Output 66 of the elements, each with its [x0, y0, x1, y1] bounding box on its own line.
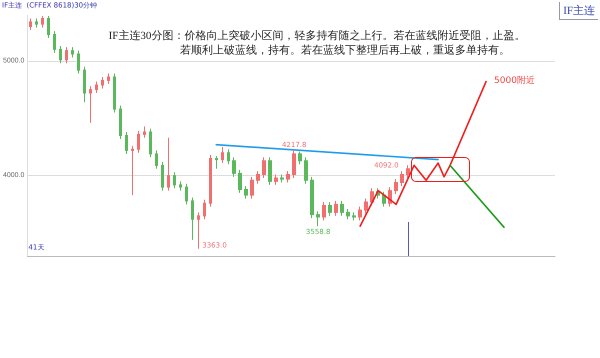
candlestick: [191, 196, 194, 240]
candlestick: [221, 146, 224, 164]
candlestick: [65, 46, 68, 64]
candlestick: [101, 76, 104, 89]
candlestick: [113, 73, 116, 114]
candlestick: [161, 161, 164, 192]
candlestick: [131, 145, 134, 196]
candlestick: [406, 164, 410, 178]
text: IF主连: [559, 2, 598, 20]
candlestick: [262, 156, 266, 178]
candlestick: [29, 18, 32, 30]
candlestick: [292, 150, 296, 178]
candlestick: [71, 46, 74, 58]
candlestick: [286, 170, 290, 184]
candlestick: [238, 169, 242, 194]
candlestick: [143, 126, 146, 138]
candlestick: [352, 212, 356, 221]
candlestick: [77, 50, 80, 74]
candlestick: [197, 212, 200, 250]
candlestick: [400, 170, 404, 186]
candlestick: [227, 148, 230, 165]
annotation: 5000附近: [494, 75, 535, 86]
candlestick: [358, 206, 362, 221]
candlestick: [125, 132, 128, 154]
candlestick: [256, 170, 260, 184]
candlestick: [244, 185, 248, 200]
candlestick: [179, 180, 182, 192]
candlestick: [215, 156, 218, 170]
candlestick: [304, 156, 308, 184]
candlestick: [203, 199, 206, 220]
candlestick: [382, 191, 386, 208]
candlestick: [107, 73, 110, 84]
candlestick: [394, 178, 398, 195]
candlestick: [209, 154, 212, 208]
candlestick: [232, 156, 236, 178]
candlestick: [268, 156, 272, 186]
candlestick: [328, 202, 332, 216]
candlestick: [119, 105, 122, 140]
candlestick: [346, 208, 350, 220]
candlestick: [340, 200, 344, 216]
candlestick: [173, 172, 176, 189]
candlestick: [137, 130, 140, 154]
candlestick: [250, 176, 254, 200]
candlestick: [185, 183, 188, 205]
candlestick: [280, 174, 284, 184]
candlestick: [274, 174, 278, 186]
candlestick: [53, 30, 56, 54]
text: 若顺利上破蓝线，持有。若在蓝线下整理后再上破，重返多单持有。: [180, 44, 510, 56]
candlestick: [167, 137, 170, 192]
line-series: [359, 80, 487, 227]
candlestick: [41, 16, 44, 28]
candlestick: [298, 151, 302, 165]
candlestick: [35, 18, 38, 28]
candlestick: [155, 150, 158, 170]
candlestick: [47, 16, 50, 38]
candlestick: [334, 200, 338, 216]
candlestick: [364, 198, 368, 214]
candlestick: [322, 202, 326, 221]
candlestick: [310, 176, 314, 219]
candlestick: [59, 45, 62, 64]
candlestick: [149, 128, 152, 158]
text: IF主连30分图：价格向上突破小区间，轻多持有随之上行。若在蓝线附近受阻，止盈。: [108, 29, 526, 42]
candlestick: [83, 66, 86, 103]
candlestick: [89, 86, 92, 124]
candlestick: [95, 81, 98, 94]
candlestick: [316, 210, 320, 227]
